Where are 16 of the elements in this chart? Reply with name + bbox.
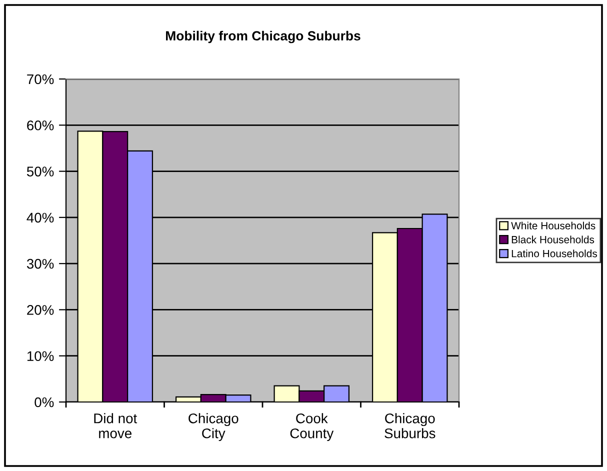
chart-title: Mobility from Chicago Suburbs [166,30,360,44]
y-tick-label: 60% [27,120,54,130]
y-tick-label: 0% [34,397,54,408]
y-tick-label: 50% [26,166,54,176]
y-tick-label: 70% [27,74,54,84]
legend-label: Black Households [512,236,594,244]
y-tick-label: 40% [26,212,54,223]
legend-label: Latino Households [512,250,597,258]
y-tick-label: 20% [27,305,54,315]
y-tick-label: 30% [26,258,54,269]
x-tick-label: Did not move [94,413,138,438]
y-tick-label: 10% [27,351,54,362]
x-tick-label: Chicago Suburbs [384,413,436,438]
legend-label: White Households [511,222,596,230]
x-tick-label: Chicago City [188,413,238,442]
x-tick-label: Cook County [290,413,334,442]
